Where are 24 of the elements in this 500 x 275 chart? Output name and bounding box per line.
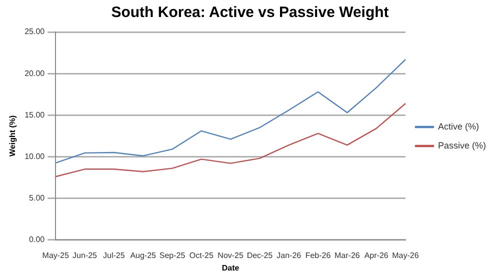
x-tick-label: Jul-25: [103, 250, 126, 260]
x-tick-label: Dec-25: [246, 250, 274, 260]
y-tick-label: 20.00: [24, 68, 46, 78]
x-tick-label: May-26: [392, 250, 420, 260]
x-tick-label: Sep-25: [159, 250, 186, 260]
x-tick-label: Jan-26: [276, 250, 302, 260]
x-tick-label: Oct-25: [189, 250, 214, 260]
chart-title: South Korea: Active vs Passive Weight: [111, 4, 389, 22]
y-axis-title: Weight (%): [8, 114, 18, 156]
legend-label: Passive (%): [438, 140, 486, 150]
x-tick-label: Jun-25: [72, 250, 98, 260]
x-tick-label: Apr-26: [364, 250, 389, 260]
y-tick-label: 5.00: [29, 193, 46, 202]
y-tick-label: 25.00: [24, 27, 46, 36]
x-tick-label: Feb-26: [305, 250, 332, 260]
y-tick-label: 15.00: [24, 110, 46, 120]
x-axis-title: Date: [222, 263, 240, 272]
x-tick-label: Nov-25: [218, 250, 244, 260]
x-tick-label: Aug-25: [130, 250, 157, 260]
x-tick-label: May-25: [42, 250, 70, 260]
x-tick-label: Mar-26: [334, 250, 360, 260]
y-tick-label: 10.00: [24, 152, 46, 161]
legend-label: Active (%): [438, 121, 480, 132]
y-tick-label: 0.00: [29, 235, 46, 244]
